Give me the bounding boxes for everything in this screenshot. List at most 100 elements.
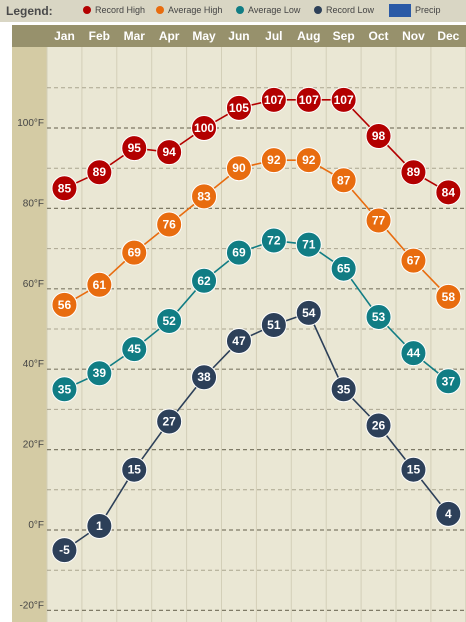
legend-title: Legend: (6, 4, 53, 18)
month-label: Mar (124, 29, 146, 43)
y-tick-labels: 100°F 80°F 60°F 40°F 20°F 0°F -20°F (17, 118, 44, 611)
data-label-average-high: 67 (407, 254, 421, 268)
data-point-average-high (86, 271, 113, 298)
data-point-record-low (191, 364, 218, 391)
data-point-record-low (86, 512, 113, 539)
data-label-record-high: 84 (442, 185, 456, 199)
data-point-average-high (295, 147, 322, 174)
data-point-record-high (121, 135, 148, 162)
y-tick-label: 40°F (23, 359, 44, 370)
data-point-record-high (365, 123, 392, 150)
data-point-record-low (435, 500, 462, 527)
data-point-record-high (191, 115, 218, 141)
data-point-record-high (86, 159, 113, 186)
data-point-record-high (295, 86, 322, 113)
data-label-record-high: 107 (334, 93, 354, 107)
data-label-record-low: 27 (162, 414, 176, 428)
legend-label-average-high: Average High (168, 5, 222, 15)
data-point-average-high (156, 211, 183, 238)
data-label-average-low: 37 (442, 374, 456, 388)
month-label: Aug (297, 29, 320, 43)
data-label-record-high: 94 (162, 145, 176, 159)
data-point-record-low (121, 456, 148, 483)
data-label-record-low: 35 (337, 382, 351, 396)
grid (46, 47, 466, 622)
data-label-record-low: -5 (59, 543, 70, 557)
legend-label-record-low: Record Low (326, 5, 375, 15)
data-label-record-low: 4 (445, 507, 452, 521)
data-point-average-low (400, 340, 427, 367)
data-label-record-high: 105 (229, 101, 249, 115)
data-label-record-low: 51 (267, 318, 281, 332)
data-label-average-low: 71 (302, 238, 316, 252)
data-point-record-high (156, 139, 183, 166)
data-label-average-high: 90 (232, 161, 246, 175)
series-layer: 85 89 95 94 100 105 107 107 107 98 89 84 56 61 69 76 83 9… (51, 86, 462, 564)
data-label-record-high: 100 (194, 121, 214, 135)
data-label-average-high: 83 (197, 189, 211, 203)
month-label: Apr (159, 29, 180, 43)
data-point-average-high (365, 207, 392, 234)
data-point-average-high (51, 291, 78, 318)
data-label-average-low: 44 (407, 346, 421, 360)
data-label-average-low: 39 (93, 366, 107, 380)
data-point-record-low (260, 311, 287, 338)
data-label-record-low: 38 (197, 370, 211, 384)
data-label-average-low: 62 (197, 274, 211, 288)
data-point-average-low (295, 231, 322, 258)
data-point-average-high (330, 167, 357, 194)
data-label-record-high: 85 (58, 181, 72, 195)
legend-swatch-precip (389, 4, 411, 17)
data-label-average-high: 76 (162, 217, 176, 231)
legend-swatch-record-high (83, 6, 91, 14)
data-label-record-low: 15 (128, 463, 142, 477)
data-label-average-low: 45 (128, 342, 142, 356)
data-point-record-low (156, 408, 183, 435)
month-header-band (12, 25, 466, 47)
data-point-record-high (330, 86, 357, 113)
data-point-average-low (86, 360, 113, 387)
data-label-record-high: 95 (128, 141, 142, 155)
data-label-record-low: 47 (232, 334, 246, 348)
data-point-average-high (225, 155, 252, 182)
data-label-average-low: 65 (337, 262, 351, 276)
data-point-average-low (435, 368, 462, 395)
month-label: Nov (402, 29, 425, 43)
legend-label-record-high: Record High (95, 5, 145, 15)
y-axis-band (12, 47, 47, 622)
y-tick-label: 60°F (23, 279, 44, 290)
legend-background (0, 0, 466, 22)
data-point-record-high (400, 159, 427, 186)
data-label-average-high: 92 (267, 153, 281, 167)
data-label-average-high: 69 (128, 246, 142, 260)
data-point-average-low (260, 227, 287, 254)
legend-swatch-average-low (236, 6, 244, 14)
data-label-record-high: 98 (372, 129, 386, 143)
data-label-average-low: 35 (58, 382, 72, 396)
data-label-average-high: 56 (58, 298, 72, 312)
data-point-average-low (191, 267, 218, 294)
data-label-record-high: 89 (93, 165, 107, 179)
legend-swatch-average-high (156, 6, 164, 14)
data-label-record-high: 89 (407, 165, 421, 179)
data-label-record-low: 1 (96, 519, 103, 533)
data-point-average-high (121, 239, 148, 266)
data-point-record-low (400, 456, 427, 483)
data-point-record-high (260, 86, 287, 113)
data-point-average-low (156, 307, 183, 334)
data-point-record-low (330, 376, 357, 403)
data-point-record-high (225, 94, 252, 121)
data-point-average-high (260, 147, 287, 174)
data-point-average-high (400, 247, 427, 274)
data-label-average-low: 53 (372, 310, 386, 324)
data-point-record-low (295, 299, 322, 326)
month-label: Dec (437, 29, 459, 43)
data-label-record-low: 15 (407, 463, 421, 477)
data-point-average-low (365, 303, 392, 330)
legend-label-precip: Precip (415, 5, 441, 15)
data-label-average-high: 61 (93, 278, 107, 292)
y-tick-label: 20°F (23, 440, 44, 451)
month-label: Oct (369, 29, 389, 43)
month-label: Sep (333, 29, 355, 43)
